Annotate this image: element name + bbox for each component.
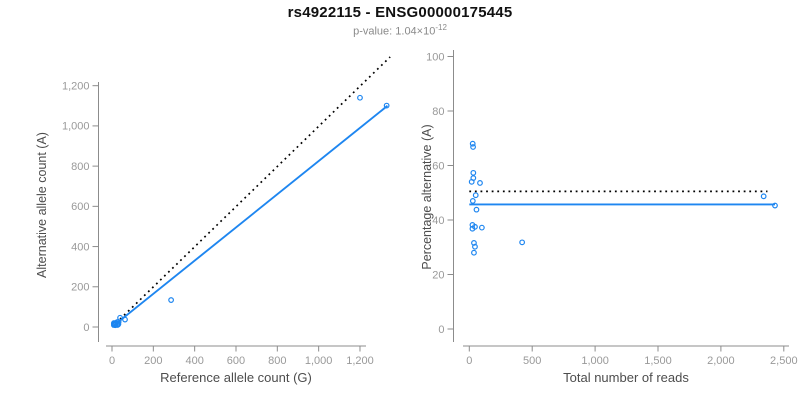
- data-point: [519, 239, 526, 246]
- data-point: [471, 249, 477, 256]
- x-tick-label: 200: [144, 355, 162, 367]
- data-point: [469, 198, 476, 204]
- data-point: [472, 192, 479, 199]
- data-point: [168, 297, 175, 303]
- p-value-exponent: -12: [435, 23, 447, 32]
- x-tick-label: 400: [185, 355, 203, 367]
- data-point: [772, 202, 778, 209]
- y-tick-label: 80: [432, 106, 444, 118]
- data-point: [115, 321, 122, 328]
- data-point: [383, 102, 390, 109]
- x-tick-label: 1,200: [346, 355, 374, 367]
- y-axis-label: Alternative allele count (A): [35, 132, 49, 278]
- y-tick-label: 60: [432, 160, 444, 172]
- p-value-text: p-value: 1.04×10: [353, 25, 436, 38]
- data-point: [468, 178, 475, 185]
- data-point: [114, 322, 121, 328]
- data-point: [472, 243, 478, 250]
- chart-title: rs4922115 - ENSG00000175445: [287, 4, 513, 21]
- data-point: [470, 169, 477, 176]
- x-tick-label: 1,500: [644, 355, 672, 367]
- y-tick-label: 0: [438, 324, 444, 336]
- x-axis-label: Total number of reads: [563, 370, 689, 385]
- y-tick-label: 0: [83, 322, 89, 334]
- fit-line: [111, 105, 389, 328]
- data-point: [760, 193, 767, 200]
- y-tick-label: 1,000: [62, 121, 90, 133]
- data-point: [469, 140, 476, 147]
- y-tick-label: 600: [71, 201, 89, 213]
- data-point: [470, 144, 476, 150]
- x-tick-label: 800: [268, 355, 286, 367]
- y-tick-label: 20: [432, 269, 444, 281]
- y-tick-label: 100: [426, 51, 444, 63]
- data-point: [122, 316, 128, 323]
- x-tick-label: 0: [109, 355, 115, 367]
- y-tick-label: 40: [432, 215, 444, 227]
- y-axis-label: Percentage alternative (A): [420, 124, 434, 269]
- x-axis-label: Reference allele count (G): [160, 370, 312, 385]
- x-tick-label: 500: [523, 355, 541, 367]
- data-point: [477, 180, 483, 186]
- x-tick-label: 2,000: [707, 355, 735, 367]
- identity-line: [111, 56, 391, 328]
- left-plot: 0 200 400 600 800 1,000 1,200 0 200 400 600 800 1,00…: [35, 56, 391, 385]
- data-point: [478, 224, 485, 231]
- y-tick-label: 800: [71, 161, 89, 173]
- x-tick-label: 600: [227, 355, 245, 367]
- data-point: [472, 223, 478, 230]
- y-tick-label: 400: [71, 241, 89, 253]
- x-tick-label: 1,000: [581, 355, 609, 367]
- y-tick-label: 1,200: [62, 80, 90, 92]
- x-tick-label: 0: [466, 355, 472, 367]
- right-plot: 0 20 40 60 80 100 0 500 1,000 1,500 2,000 2,500 Tota…: [420, 50, 798, 385]
- data-point: [473, 206, 480, 213]
- data-point: [357, 94, 363, 101]
- x-tick-label: 1,000: [305, 355, 333, 367]
- x-tick-label: 2,500: [770, 355, 798, 367]
- y-tick-label: 200: [71, 282, 89, 294]
- chart-subtitle: p-value: 1.04×10-12: [0, 23, 800, 38]
